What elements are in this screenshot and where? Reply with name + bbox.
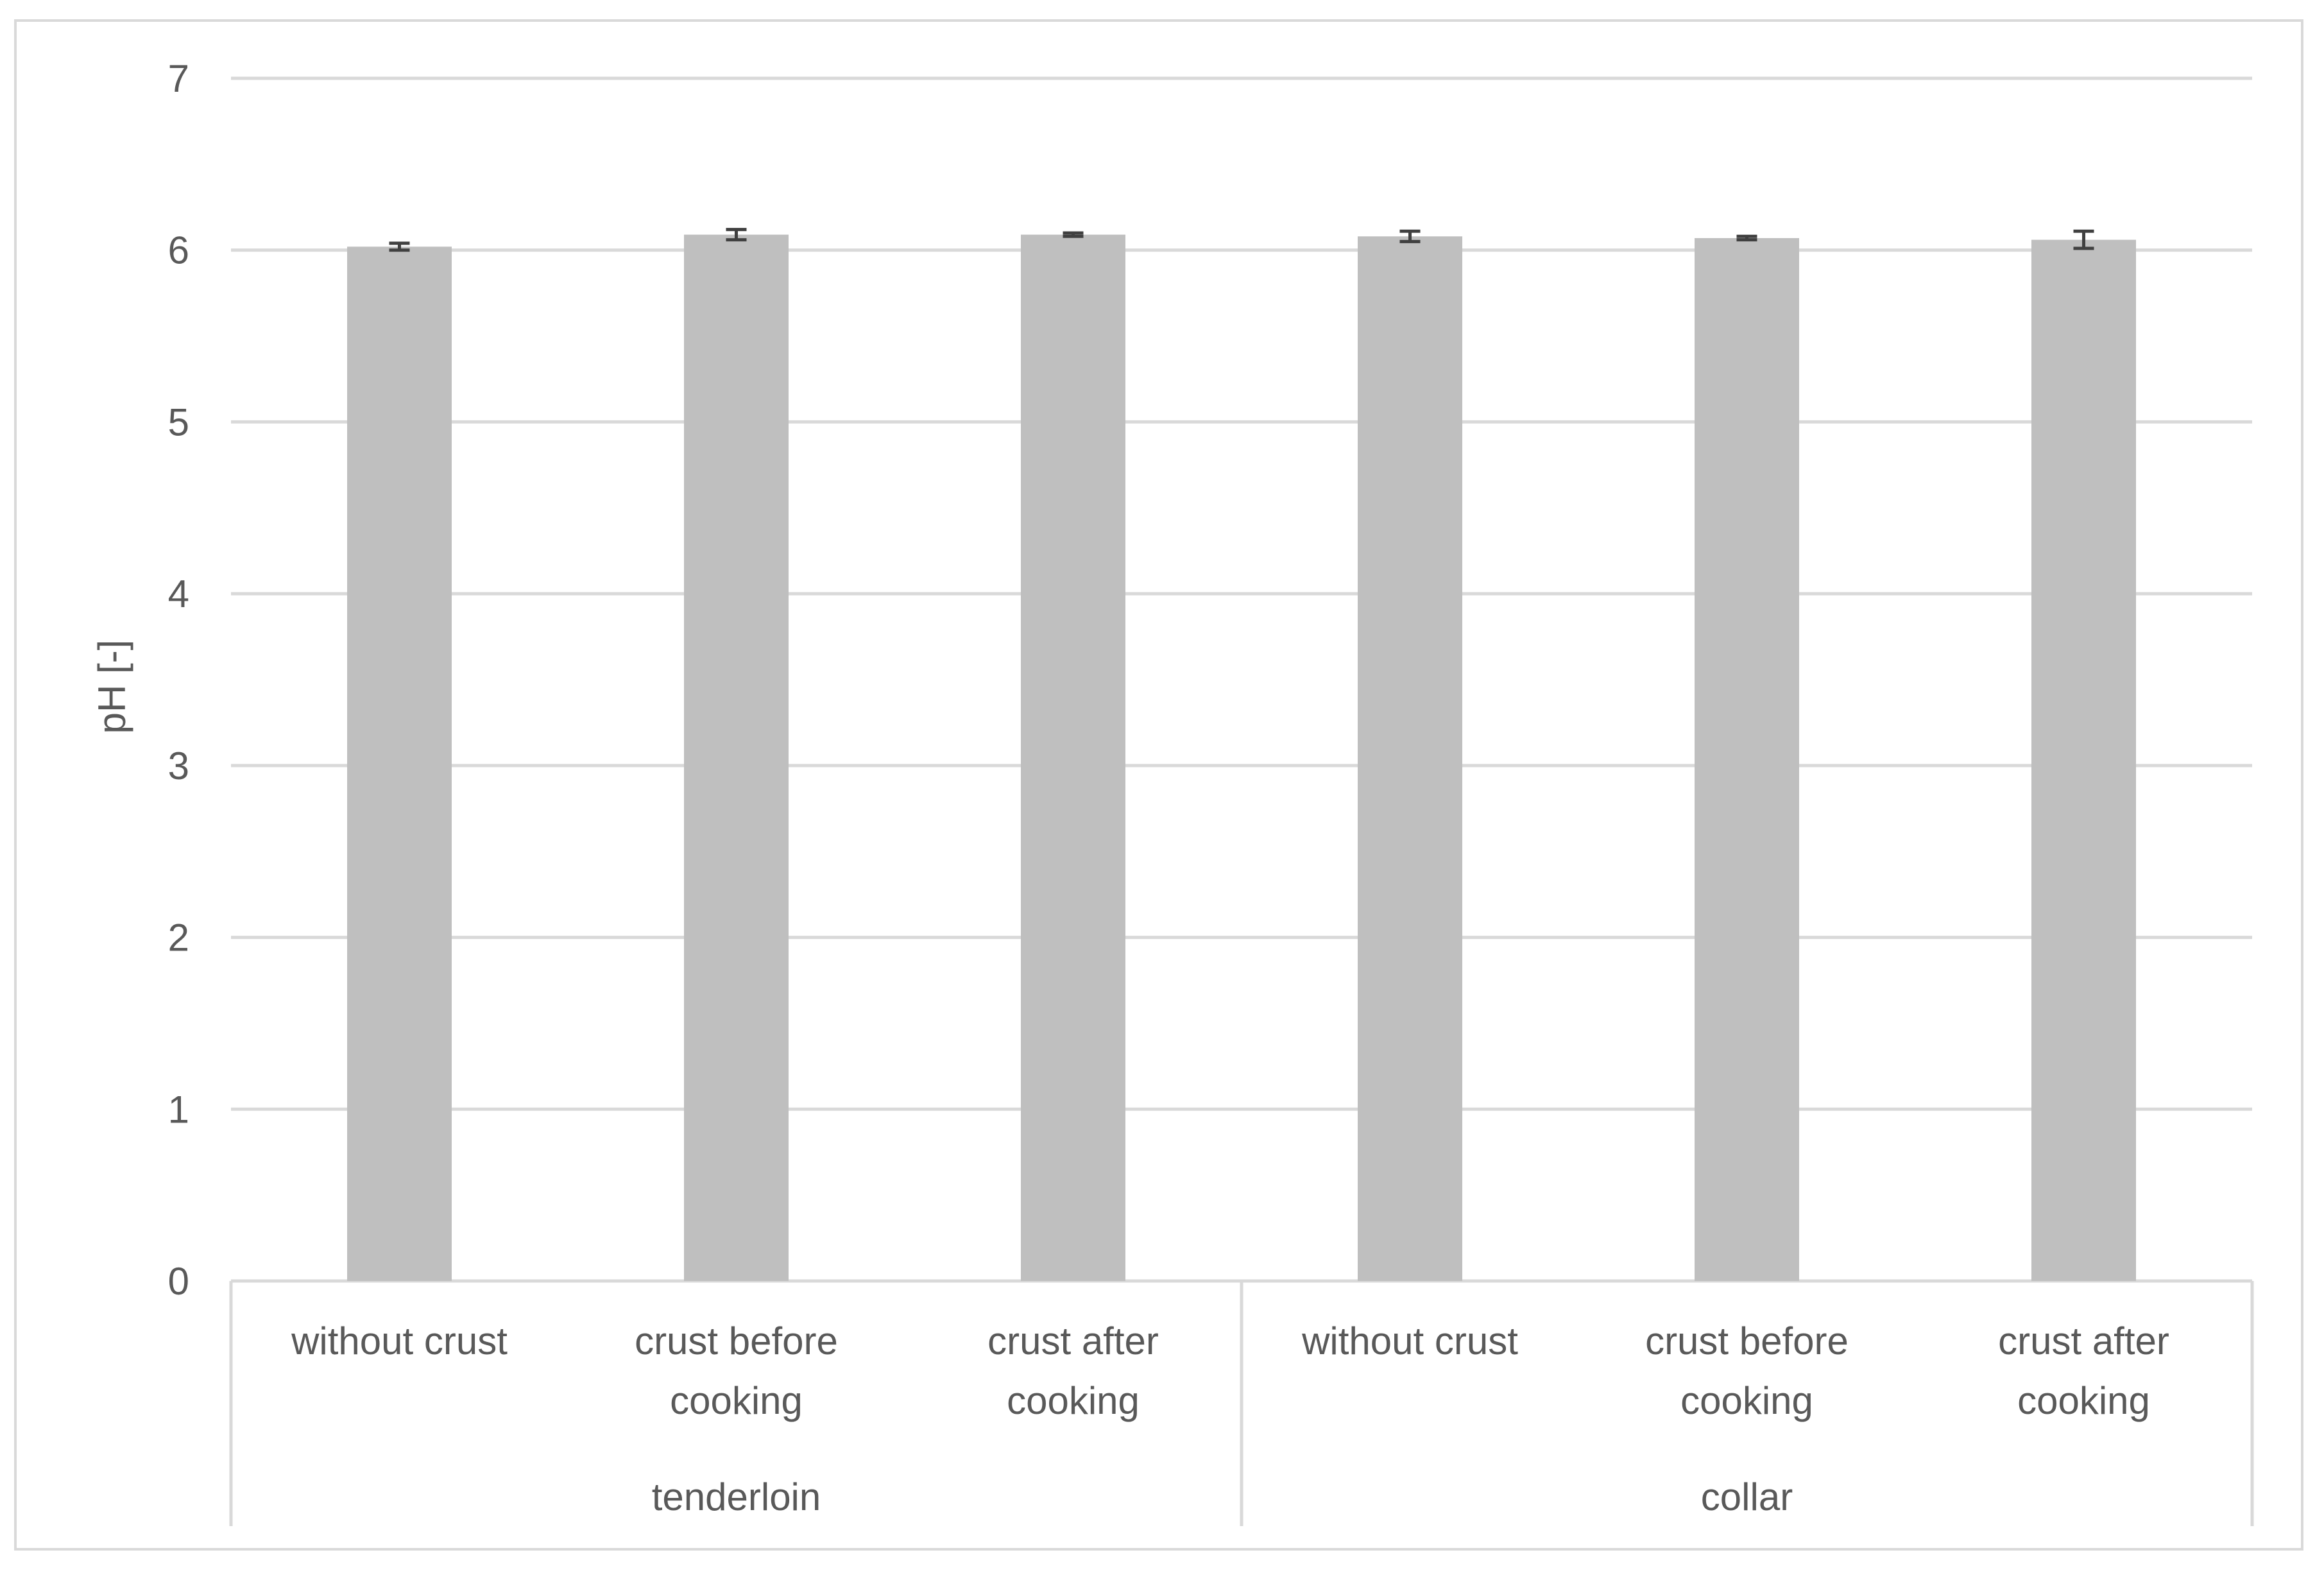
- group-labels: tenderloin collar: [652, 1475, 1793, 1518]
- bar: [1695, 237, 1799, 1282]
- y-tick-label: 6: [168, 229, 189, 272]
- x-tick-label: cooking: [670, 1379, 803, 1422]
- error-bar: [726, 228, 747, 242]
- y-tick-label: 3: [168, 744, 189, 787]
- x-tick-label: crust after: [987, 1319, 1159, 1362]
- error-bar: [1063, 231, 1084, 238]
- x-tick-labels: without crust crust before cooking crust af…: [291, 1319, 2169, 1422]
- error-bars: [389, 228, 2094, 252]
- x-tick-label: cooking: [1007, 1379, 1140, 1422]
- y-tick-label: 7: [168, 57, 189, 100]
- x-tick-label: crust after: [1998, 1319, 2169, 1362]
- axes: [229, 1279, 2254, 1526]
- y-tick-labels: 0 1 2 3 4 5 6 7: [168, 57, 189, 1303]
- x-tick-label: without crust: [291, 1319, 508, 1362]
- y-tick-label: 5: [168, 400, 189, 443]
- x-tick-label: cooking: [1680, 1379, 1813, 1422]
- y-tick-label: 2: [168, 916, 189, 959]
- error-bar: [389, 241, 410, 252]
- bar: [347, 246, 452, 1281]
- bar: [1358, 236, 1462, 1282]
- group-label: tenderloin: [652, 1475, 821, 1518]
- y-axis-title: pH [-]: [90, 640, 133, 734]
- x-tick-label: cooking: [2017, 1379, 2150, 1422]
- x-tick-label: crust before: [1645, 1319, 1849, 1362]
- x-tick-label: crust before: [635, 1319, 838, 1362]
- bar: [1021, 234, 1125, 1281]
- chart-frame: [14, 19, 2303, 1551]
- y-tick-label: 4: [168, 572, 189, 615]
- error-bar: [2073, 229, 2094, 250]
- y-tick-label: 1: [168, 1088, 189, 1131]
- group-label: collar: [1701, 1475, 1793, 1518]
- y-tick-label: 0: [168, 1260, 189, 1303]
- error-bar: [1736, 234, 1757, 242]
- x-tick-label: without crust: [1301, 1319, 1518, 1362]
- error-bar: [1399, 229, 1421, 243]
- bar: [2031, 239, 2136, 1282]
- gridlines: [231, 76, 2252, 1111]
- bar: [684, 234, 789, 1281]
- bars: [347, 234, 2136, 1282]
